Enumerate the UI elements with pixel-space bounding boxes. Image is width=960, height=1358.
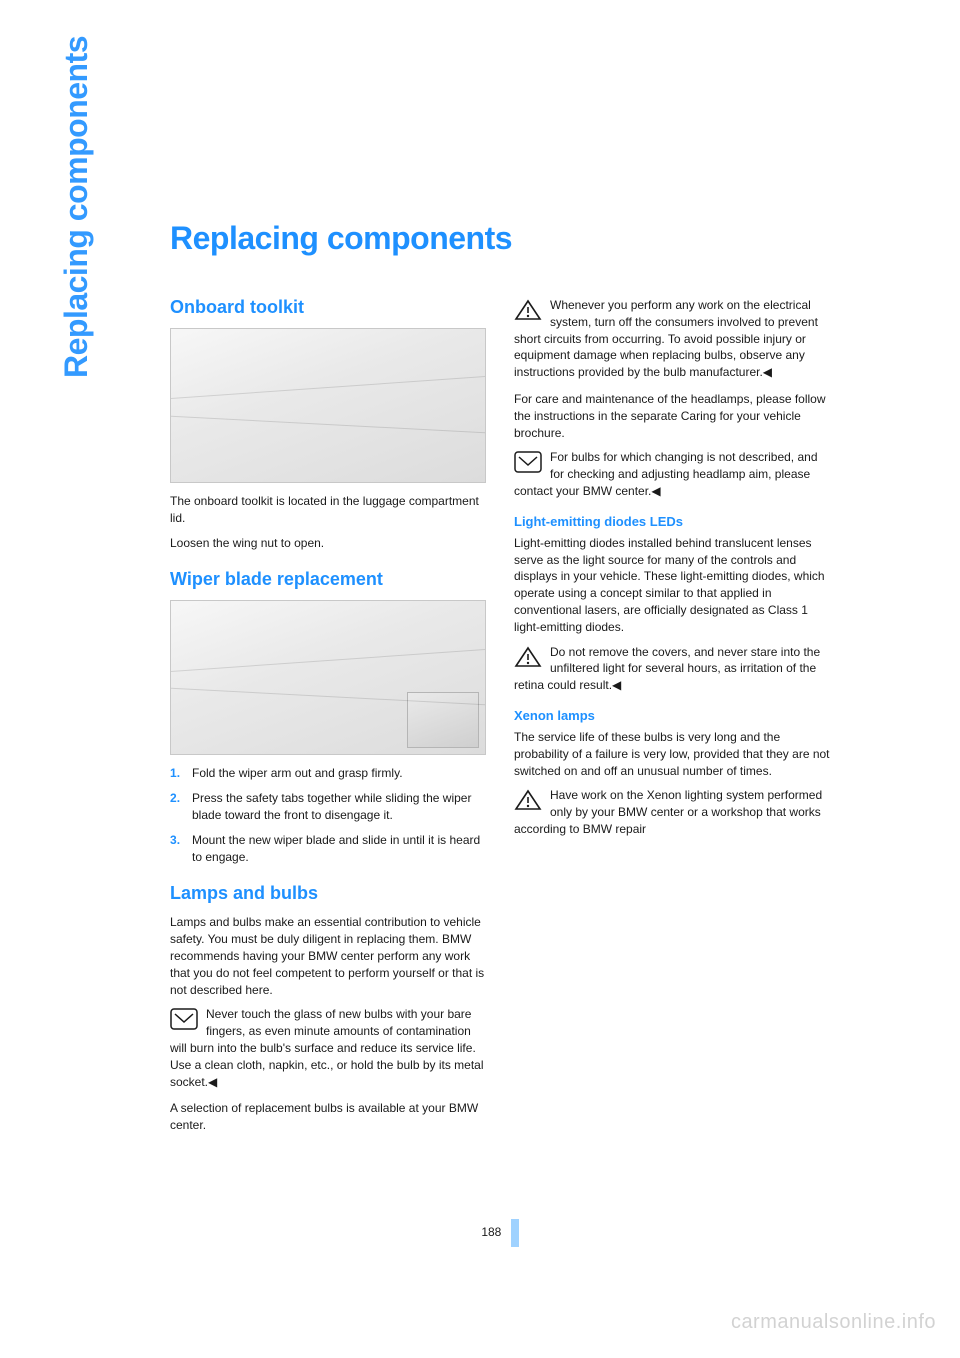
section-wiper: Wiper blade replacement Fold the wiper a… [170,569,486,865]
warning-leds: Do not remove the covers, and never star… [514,644,830,694]
page-number-block: 188 [170,1219,830,1247]
wiper-step-2: Press the safety tabs together while sli… [170,790,486,824]
text-toolkit-open: Loosen the wing nut to open. [170,535,486,552]
section-lamps: Lamps and bulbs Lamps and bulbs make an … [170,883,486,998]
warning-icon [514,299,542,326]
watermark: carmanualsonline.info [731,1311,936,1334]
figure-onboard-toolkit [170,328,486,483]
heading-leds: Light-emitting diodes LEDs [514,514,830,529]
page-title: Replacing components [170,220,830,257]
side-section-label: Replacing components [58,36,95,378]
note-icon [170,1008,198,1035]
text-headlamp-care: For care and maintenance of the headlamp… [514,391,830,441]
page-content: Replacing components Onboard toolkit The… [170,220,830,1247]
text-lamps-intro: Lamps and bulbs make an essential contri… [170,914,486,998]
wiper-steps-list: Fold the wiper arm out and grasp firmly.… [170,765,486,865]
warning-xenon: Have work on the Xenon lighting system p… [514,787,830,837]
section-xenon: Xenon lamps The service life of these bu… [514,708,830,838]
wiper-step-3: Mount the new wiper blade and slide in u… [170,832,486,866]
warning-leds-text: Do not remove the covers, and never star… [514,645,820,693]
heading-xenon: Xenon lamps [514,708,830,723]
warning-electrical: Whenever you perform any work on the ele… [514,297,830,381]
figure-wiper [170,600,486,755]
note-bulb-glass-text: Never touch the glass of new bulbs with … [170,1007,484,1088]
note-icon [514,451,542,478]
note-headlamp-aim: For bulbs for which changing is not desc… [514,449,830,499]
warning-electrical-text: Whenever you perform any work on the ele… [514,298,818,379]
note-bulb-glass: Never touch the glass of new bulbs with … [170,1006,486,1090]
section-onboard-toolkit: Onboard toolkit The onboard toolkit is l… [170,297,486,551]
text-bulb-availability: A selection of replacement bulbs is avai… [170,1100,486,1134]
heading-wiper: Wiper blade replacement [170,569,486,590]
text-leds: Light-emitting diodes installed behind t… [514,535,830,636]
warning-xenon-text: Have work on the Xenon lighting system p… [514,788,822,836]
note-headlamp-aim-text: For bulbs for which changing is not desc… [514,450,818,498]
warning-icon [514,789,542,816]
figure-wiper-inset [407,692,479,748]
heading-lamps: Lamps and bulbs [170,883,486,904]
section-leds: Light-emitting diodes LEDs Light-emittin… [514,514,830,694]
text-xenon: The service life of these bulbs is very … [514,729,830,779]
two-column-layout: Onboard toolkit The onboard toolkit is l… [170,297,830,1197]
page-number-bar [511,1219,519,1247]
wiper-step-1: Fold the wiper arm out and grasp firmly. [170,765,486,782]
text-toolkit-location: The onboard toolkit is located in the lu… [170,493,486,527]
page-number: 188 [481,1225,501,1239]
heading-onboard-toolkit: Onboard toolkit [170,297,486,318]
warning-icon [514,646,542,673]
